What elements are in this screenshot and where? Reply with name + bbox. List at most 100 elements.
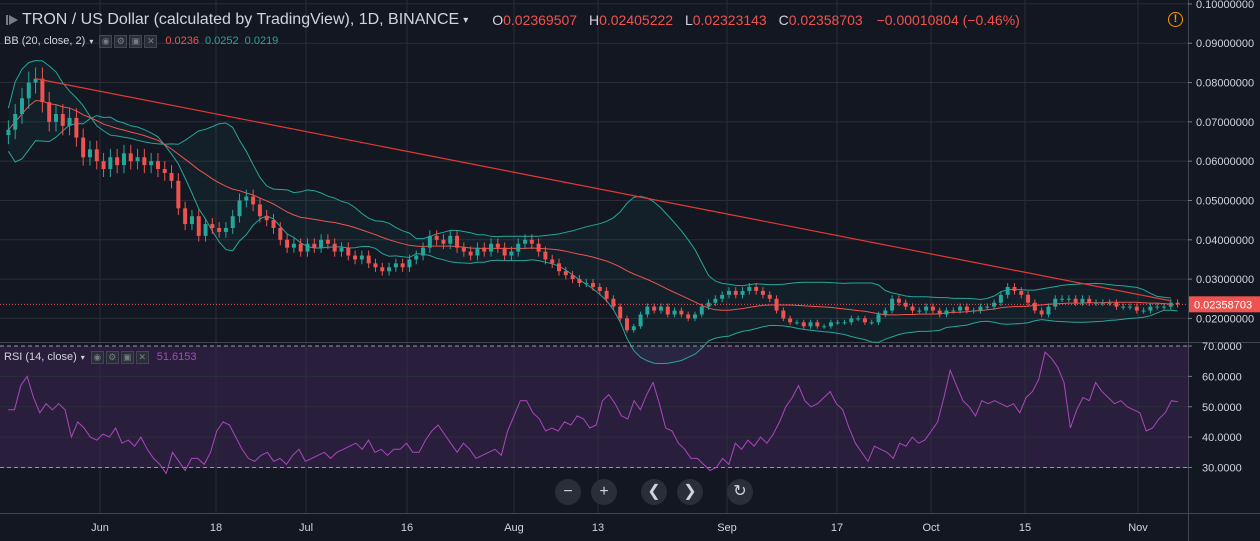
candle bbox=[285, 234, 290, 253]
rsi-legend-name[interactable]: RSI (14, close) bbox=[4, 351, 77, 363]
candle-body bbox=[1046, 306, 1051, 315]
candle bbox=[400, 258, 405, 272]
price-axis-label: 0.08000000 bbox=[1196, 78, 1254, 90]
close-icon[interactable]: ✕ bbox=[135, 350, 149, 364]
zoom-out-button[interactable]: − bbox=[555, 479, 581, 505]
candle-body bbox=[557, 263, 562, 272]
last-price-label: 0.02358703 bbox=[1194, 299, 1252, 311]
candle bbox=[686, 311, 691, 322]
candle bbox=[251, 189, 256, 212]
candle bbox=[26, 71, 31, 109]
close-label: C bbox=[778, 12, 789, 28]
candle-body bbox=[1066, 298, 1071, 300]
candle bbox=[271, 213, 276, 234]
source-icon[interactable]: ▣ bbox=[120, 350, 134, 364]
candle-body bbox=[611, 298, 616, 307]
candle-body bbox=[543, 251, 548, 260]
chevron-down-icon[interactable]: ▾ bbox=[463, 14, 469, 26]
candle bbox=[257, 197, 262, 223]
gear-icon[interactable]: ⚙ bbox=[114, 34, 128, 48]
zoom-in-button[interactable]: + bbox=[591, 479, 617, 505]
candle bbox=[631, 323, 636, 333]
candle bbox=[19, 87, 24, 124]
candle-body bbox=[1073, 298, 1078, 303]
candle-body bbox=[767, 294, 772, 299]
candle-body bbox=[720, 294, 725, 299]
candle bbox=[1175, 299, 1180, 308]
candle bbox=[387, 262, 392, 276]
close-icon[interactable]: ✕ bbox=[144, 34, 158, 48]
gear-icon[interactable]: ⚙ bbox=[105, 350, 119, 364]
candle bbox=[230, 209, 235, 234]
candle bbox=[760, 287, 765, 299]
candle bbox=[856, 315, 861, 322]
warning-icon[interactable]: ! bbox=[1168, 12, 1183, 27]
rsi-value: 51.6153 bbox=[156, 351, 197, 363]
candle-body bbox=[53, 114, 58, 122]
grid-lines bbox=[0, 0, 1188, 513]
candle-body bbox=[257, 204, 262, 217]
source-icon[interactable]: ▣ bbox=[129, 34, 143, 48]
candle-body bbox=[468, 251, 473, 256]
candle-body bbox=[658, 306, 663, 311]
candle bbox=[570, 270, 575, 284]
candle-body bbox=[339, 247, 344, 252]
candle-body bbox=[121, 153, 126, 166]
candle-body bbox=[509, 251, 514, 256]
eye-icon[interactable]: ◉ bbox=[99, 34, 113, 48]
candle bbox=[658, 303, 663, 314]
candle-body bbox=[421, 247, 426, 256]
candle-body bbox=[264, 216, 269, 221]
scroll-right-button[interactable]: ❯ bbox=[677, 479, 703, 505]
candle bbox=[781, 307, 786, 322]
candle bbox=[788, 315, 793, 325]
rsi-axis-label: 40.0000 bbox=[1202, 432, 1242, 444]
candle-body bbox=[917, 310, 922, 312]
candle-body bbox=[903, 302, 908, 307]
candle bbox=[217, 222, 222, 238]
change-value: −0.00010804 (−0.46%) bbox=[876, 12, 1020, 28]
open-label: O bbox=[492, 12, 504, 28]
symbol-flag-icon[interactable] bbox=[6, 14, 18, 26]
candle-body bbox=[856, 318, 861, 320]
candle-body bbox=[346, 247, 351, 256]
bb-legend-name[interactable]: BB (20, close, 2) bbox=[4, 35, 86, 47]
candle-body bbox=[550, 259, 555, 264]
candle bbox=[624, 315, 629, 333]
candle-body bbox=[686, 314, 691, 319]
candle-body bbox=[1053, 298, 1058, 307]
candle bbox=[924, 303, 929, 314]
price-axis-label: 0.04000000 bbox=[1196, 235, 1254, 247]
candle bbox=[1107, 299, 1112, 306]
candle-body bbox=[862, 318, 867, 323]
candle-body bbox=[142, 157, 147, 166]
eye-icon[interactable]: ◉ bbox=[90, 350, 104, 364]
candle bbox=[305, 238, 310, 257]
chevron-down-icon[interactable]: ▾ bbox=[80, 352, 85, 362]
candle-body bbox=[951, 310, 956, 312]
symbol-title[interactable]: TRON / US Dollar (calculated by TradingV… bbox=[22, 11, 460, 28]
candle-body bbox=[958, 306, 963, 311]
chevron-down-icon[interactable]: ▾ bbox=[89, 36, 94, 46]
candle bbox=[849, 315, 854, 325]
candle bbox=[223, 222, 228, 238]
candle-body bbox=[835, 322, 840, 324]
candle-body bbox=[482, 247, 487, 252]
candle-body bbox=[523, 239, 528, 244]
candle bbox=[665, 303, 670, 318]
candle bbox=[407, 254, 412, 272]
price-axis-label: 0.02000000 bbox=[1196, 313, 1254, 325]
candle bbox=[339, 242, 344, 257]
candle bbox=[828, 319, 833, 329]
candle bbox=[87, 140, 92, 166]
candle bbox=[917, 307, 922, 314]
candle-body bbox=[944, 310, 949, 315]
scroll-left-button[interactable]: ❮ bbox=[641, 479, 667, 505]
candle bbox=[958, 303, 963, 314]
candle-body bbox=[461, 247, 466, 252]
candle bbox=[774, 295, 779, 314]
reset-chart-button[interactable]: ↻ bbox=[727, 479, 753, 505]
candle-body bbox=[570, 275, 575, 280]
candle bbox=[550, 254, 555, 269]
